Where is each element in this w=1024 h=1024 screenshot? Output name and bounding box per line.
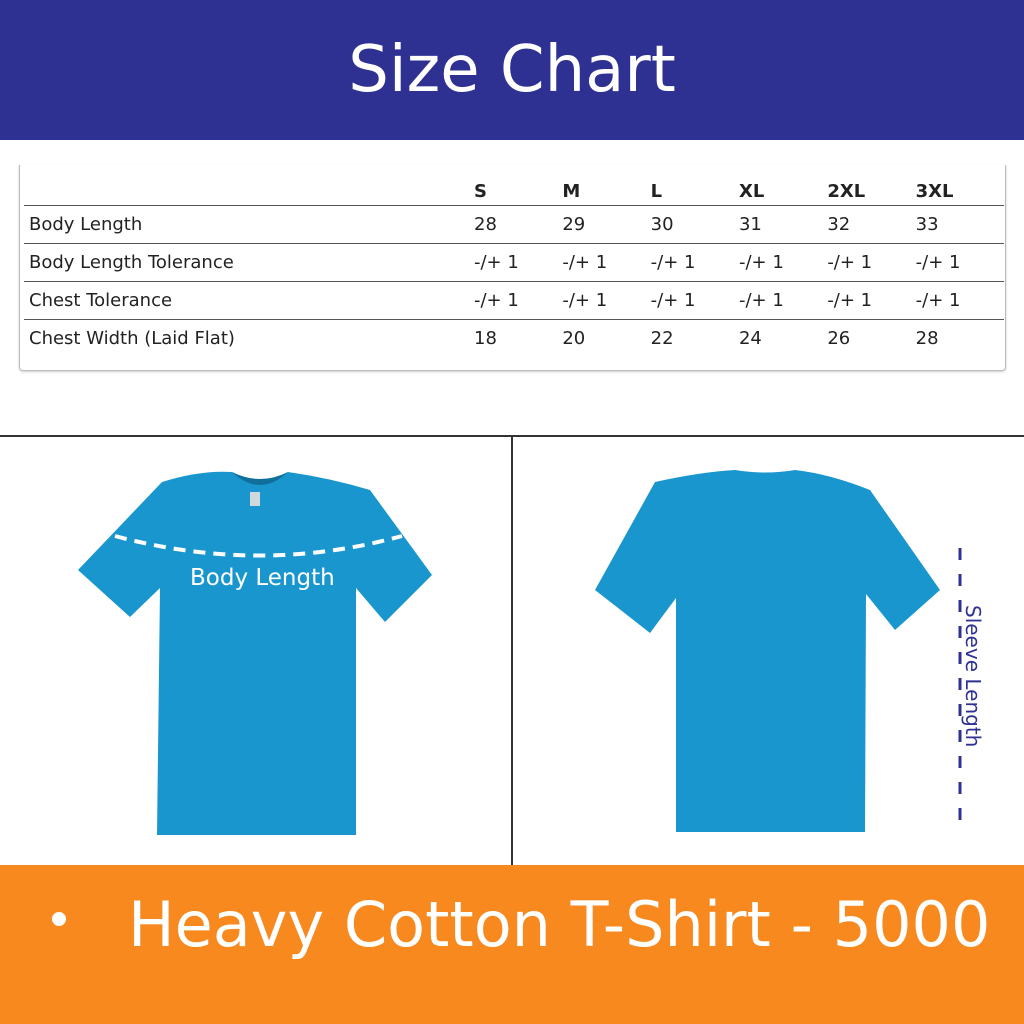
table-cell: -/+ 1 bbox=[562, 243, 651, 282]
image-divider bbox=[511, 436, 513, 865]
table-cell: -/+ 1 bbox=[738, 281, 828, 320]
footer-banner bbox=[0, 865, 1024, 1024]
page-title: Size Chart bbox=[348, 33, 676, 107]
table-cell: -/+ 1 bbox=[562, 281, 651, 320]
table-cell: -/+ 1 bbox=[650, 281, 739, 320]
table-cell: 33 bbox=[915, 205, 1004, 244]
table-cell: 29 bbox=[562, 205, 651, 244]
table-cell: 26 bbox=[827, 319, 916, 357]
size-table-container: S M L XL 2XL 3XL Body Length 28 29 30 31 32 33 Body … bbox=[19, 165, 1006, 371]
table-cell: -/+ 1 bbox=[738, 243, 828, 282]
table-row: Chest Tolerance -/+ 1 -/+ 1 -/+ 1 -/+ 1 -/+ 1… bbox=[24, 281, 1004, 320]
table-cell: 18 bbox=[474, 319, 563, 357]
table-cell: 20 bbox=[562, 319, 651, 357]
row-label: Chest Tolerance bbox=[24, 281, 474, 320]
column-header-s: S bbox=[474, 180, 487, 202]
table-cell: 28 bbox=[915, 319, 1004, 357]
column-header-l: L bbox=[650, 180, 663, 202]
table-cell: -/+ 1 bbox=[650, 243, 739, 282]
row-label: Body Length Tolerance bbox=[24, 243, 474, 282]
table-cell: 32 bbox=[827, 205, 916, 244]
header-banner: Size Chart bbox=[0, 0, 1024, 140]
table-cell: -/+ 1 bbox=[474, 243, 563, 282]
table-cell: 30 bbox=[650, 205, 739, 244]
sleeve-length-annotation: Sleeve Length bbox=[961, 605, 985, 748]
tshirt-front-icon bbox=[78, 471, 432, 835]
column-header-xl: XL bbox=[738, 180, 765, 202]
table-cell: -/+ 1 bbox=[474, 281, 563, 320]
table-cell: 22 bbox=[650, 319, 739, 357]
table-cell: 24 bbox=[738, 319, 828, 357]
column-header-m: M bbox=[562, 180, 581, 202]
table-header-row: S M L XL 2XL 3XL bbox=[24, 177, 1004, 206]
tshirt-back-icon bbox=[595, 470, 962, 832]
table-cell: -/+ 1 bbox=[827, 281, 916, 320]
table-cell: -/+ 1 bbox=[915, 243, 1004, 282]
bullet-icon bbox=[52, 912, 66, 926]
table-row: Body Length Tolerance -/+ 1 -/+ 1 -/+ 1 -/+ … bbox=[24, 243, 1004, 282]
column-header-2xl: 2XL bbox=[827, 180, 866, 202]
size-table: S M L XL 2XL 3XL Body Length 28 29 30 31 32 33 Body … bbox=[24, 177, 1004, 357]
product-title: Heavy Cotton T-Shirt - 5000 bbox=[128, 888, 991, 961]
table-row: Chest Width (Laid Flat) 18 20 22 24 26 28 bbox=[24, 319, 1004, 357]
table-cell: 28 bbox=[474, 205, 563, 244]
table-cell: -/+ 1 bbox=[827, 243, 916, 282]
table-cell: -/+ 1 bbox=[915, 281, 1004, 320]
column-header-3xl: 3XL bbox=[915, 180, 954, 202]
body-length-annotation: Body Length bbox=[190, 565, 335, 591]
row-label: Body Length bbox=[24, 205, 474, 244]
row-label: Chest Width (Laid Flat) bbox=[24, 319, 474, 357]
table-cell: 31 bbox=[738, 205, 828, 244]
table-row: Body Length 28 29 30 31 32 33 bbox=[24, 205, 1004, 244]
